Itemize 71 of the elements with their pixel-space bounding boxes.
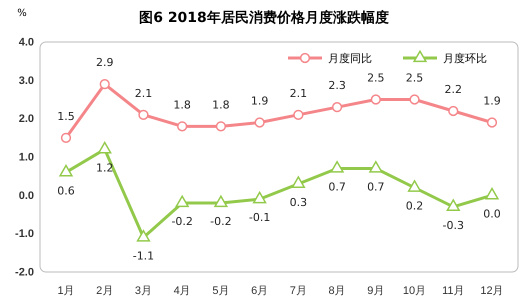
data-label: 2.1 — [134, 86, 152, 100]
point — [216, 121, 226, 132]
y-tick-label: -2.0 — [15, 266, 34, 279]
point — [253, 192, 266, 204]
y-tick-label: 3.0 — [18, 74, 34, 87]
point — [332, 102, 342, 112]
legend-label: 月度环比 — [443, 52, 487, 65]
point — [214, 195, 228, 208]
point — [330, 160, 344, 173]
point — [370, 94, 381, 105]
point — [176, 195, 189, 208]
y-tick-label: 1.0 — [18, 152, 34, 164]
y-tick-label: 2.0 — [18, 113, 34, 126]
point — [408, 180, 422, 192]
data-label: 1.8 — [173, 98, 191, 112]
x-tick-label: 2月 — [96, 284, 114, 297]
point — [446, 199, 460, 211]
y-tick-label: 0.0 — [18, 190, 34, 202]
data-label: 2.5 — [406, 72, 424, 84]
x-tick-label: 4月 — [174, 284, 191, 297]
data-label: 0.6 — [57, 184, 75, 198]
x-tick-label: 9月 — [367, 284, 384, 297]
x-tick-label: 10月 — [402, 284, 426, 297]
data-label: 2.2 — [444, 83, 462, 96]
data-label: 1.9 — [250, 94, 268, 108]
data-label: 2.5 — [367, 72, 385, 84]
data-label: -1.1 — [132, 250, 154, 262]
y-tick-label: 4.0 — [18, 36, 34, 49]
point — [486, 117, 498, 128]
legend-label: 月度同比 — [328, 52, 372, 65]
point — [448, 106, 458, 116]
data-label: 2.9 — [96, 56, 114, 70]
data-label: 0.2 — [406, 200, 424, 213]
x-tick-label: 12月 — [480, 284, 504, 297]
data-label: 0.7 — [328, 180, 346, 194]
point — [60, 132, 72, 143]
point — [293, 110, 304, 120]
point — [59, 164, 73, 176]
point — [98, 142, 112, 154]
point — [136, 230, 150, 242]
x-tick-label: 1月 — [57, 284, 75, 297]
point — [254, 117, 265, 128]
point — [409, 94, 420, 105]
y-axis-title: % — [17, 8, 27, 19]
data-label: 0.3 — [290, 196, 308, 209]
point — [100, 79, 110, 90]
point — [485, 188, 499, 200]
point — [177, 121, 188, 132]
data-label: 1.9 — [483, 94, 501, 108]
x-tick-label: 3月 — [134, 284, 152, 297]
x-tick-label: 11月 — [442, 284, 464, 297]
data-label: -0.3 — [442, 218, 464, 232]
data-label: 1.2 — [96, 161, 114, 174]
data-label: -0.2 — [210, 215, 232, 228]
data-label: 0.7 — [367, 180, 385, 194]
point — [292, 176, 305, 188]
data-label: -0.1 — [248, 211, 270, 224]
x-tick-label: 7月 — [290, 284, 307, 297]
x-tick-label: 6月 — [251, 284, 268, 297]
point — [369, 160, 382, 173]
data-label: 2.1 — [290, 86, 308, 100]
data-label: 0.0 — [483, 207, 501, 220]
x-tick-label: 5月 — [212, 284, 230, 297]
data-label: 2.3 — [328, 79, 346, 92]
y-tick-label: -1.0 — [15, 228, 34, 240]
point — [138, 110, 149, 120]
data-label: 1.5 — [57, 110, 75, 123]
chart-title: 图6 2018年居民消费价格月度涨跌幅度 — [139, 9, 389, 26]
data-label: 1.8 — [212, 98, 230, 112]
x-tick-label: 8月 — [328, 284, 346, 297]
data-label: -0.2 — [171, 215, 193, 228]
